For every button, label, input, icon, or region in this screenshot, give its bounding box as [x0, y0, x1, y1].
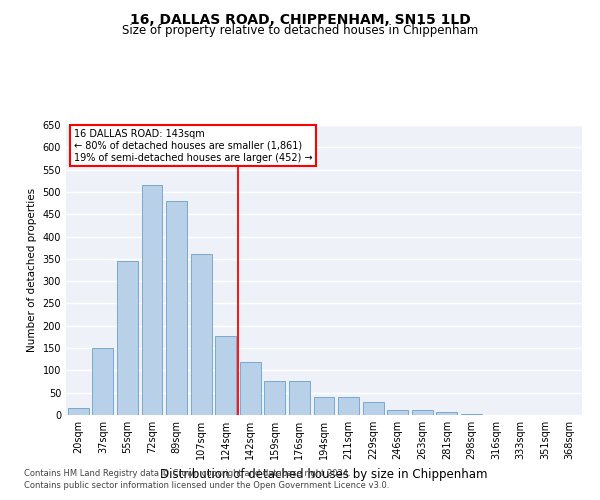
Bar: [117, 261, 138, 415]
Bar: [314, 397, 334, 415]
Text: 16 DALLAS ROAD: 143sqm
← 80% of detached houses are smaller (1,861)
19% of semi-: 16 DALLAS ROAD: 143sqm ← 80% of detached…: [74, 130, 313, 162]
Bar: [240, 362, 261, 415]
Bar: [387, 410, 408, 415]
Bar: [338, 397, 359, 415]
Text: Size of property relative to detached houses in Chippenham: Size of property relative to detached ho…: [122, 24, 478, 37]
Bar: [142, 185, 163, 415]
Text: Contains HM Land Registry data © Crown copyright and database right 2024.: Contains HM Land Registry data © Crown c…: [24, 468, 350, 477]
Bar: [362, 402, 383, 415]
Bar: [191, 254, 212, 415]
Bar: [461, 414, 482, 415]
Bar: [412, 410, 433, 415]
Bar: [166, 201, 187, 415]
Bar: [289, 380, 310, 415]
Text: Contains public sector information licensed under the Open Government Licence v3: Contains public sector information licen…: [24, 481, 389, 490]
Y-axis label: Number of detached properties: Number of detached properties: [27, 188, 37, 352]
Bar: [68, 408, 89, 415]
Text: 16, DALLAS ROAD, CHIPPENHAM, SN15 1LD: 16, DALLAS ROAD, CHIPPENHAM, SN15 1LD: [130, 12, 470, 26]
X-axis label: Distribution of detached houses by size in Chippenham: Distribution of detached houses by size …: [160, 468, 488, 480]
Bar: [92, 348, 113, 415]
Bar: [265, 380, 286, 415]
Bar: [215, 336, 236, 415]
Bar: [436, 412, 457, 415]
